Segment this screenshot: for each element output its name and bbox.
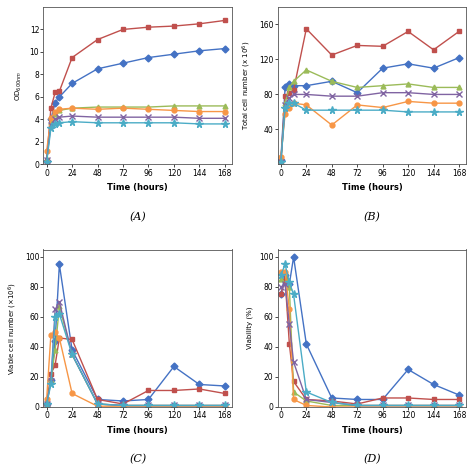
X-axis label: Time (hours): Time (hours) — [342, 183, 402, 192]
Y-axis label: Viable cell number (×10$^6$): Viable cell number (×10$^6$) — [7, 282, 19, 374]
Y-axis label: Total cell number (x 10$^6$): Total cell number (x 10$^6$) — [241, 41, 254, 130]
Y-axis label: Viability (%): Viability (%) — [247, 307, 254, 349]
Text: (D): (D) — [363, 454, 381, 465]
X-axis label: Time (hours): Time (hours) — [108, 183, 168, 192]
Text: (B): (B) — [364, 212, 381, 222]
X-axis label: Time (hours): Time (hours) — [342, 426, 402, 435]
Y-axis label: OD$_{600nm}$: OD$_{600nm}$ — [14, 71, 24, 100]
Text: (A): (A) — [129, 212, 146, 222]
Text: (C): (C) — [129, 454, 146, 465]
X-axis label: Time (hours): Time (hours) — [108, 426, 168, 435]
